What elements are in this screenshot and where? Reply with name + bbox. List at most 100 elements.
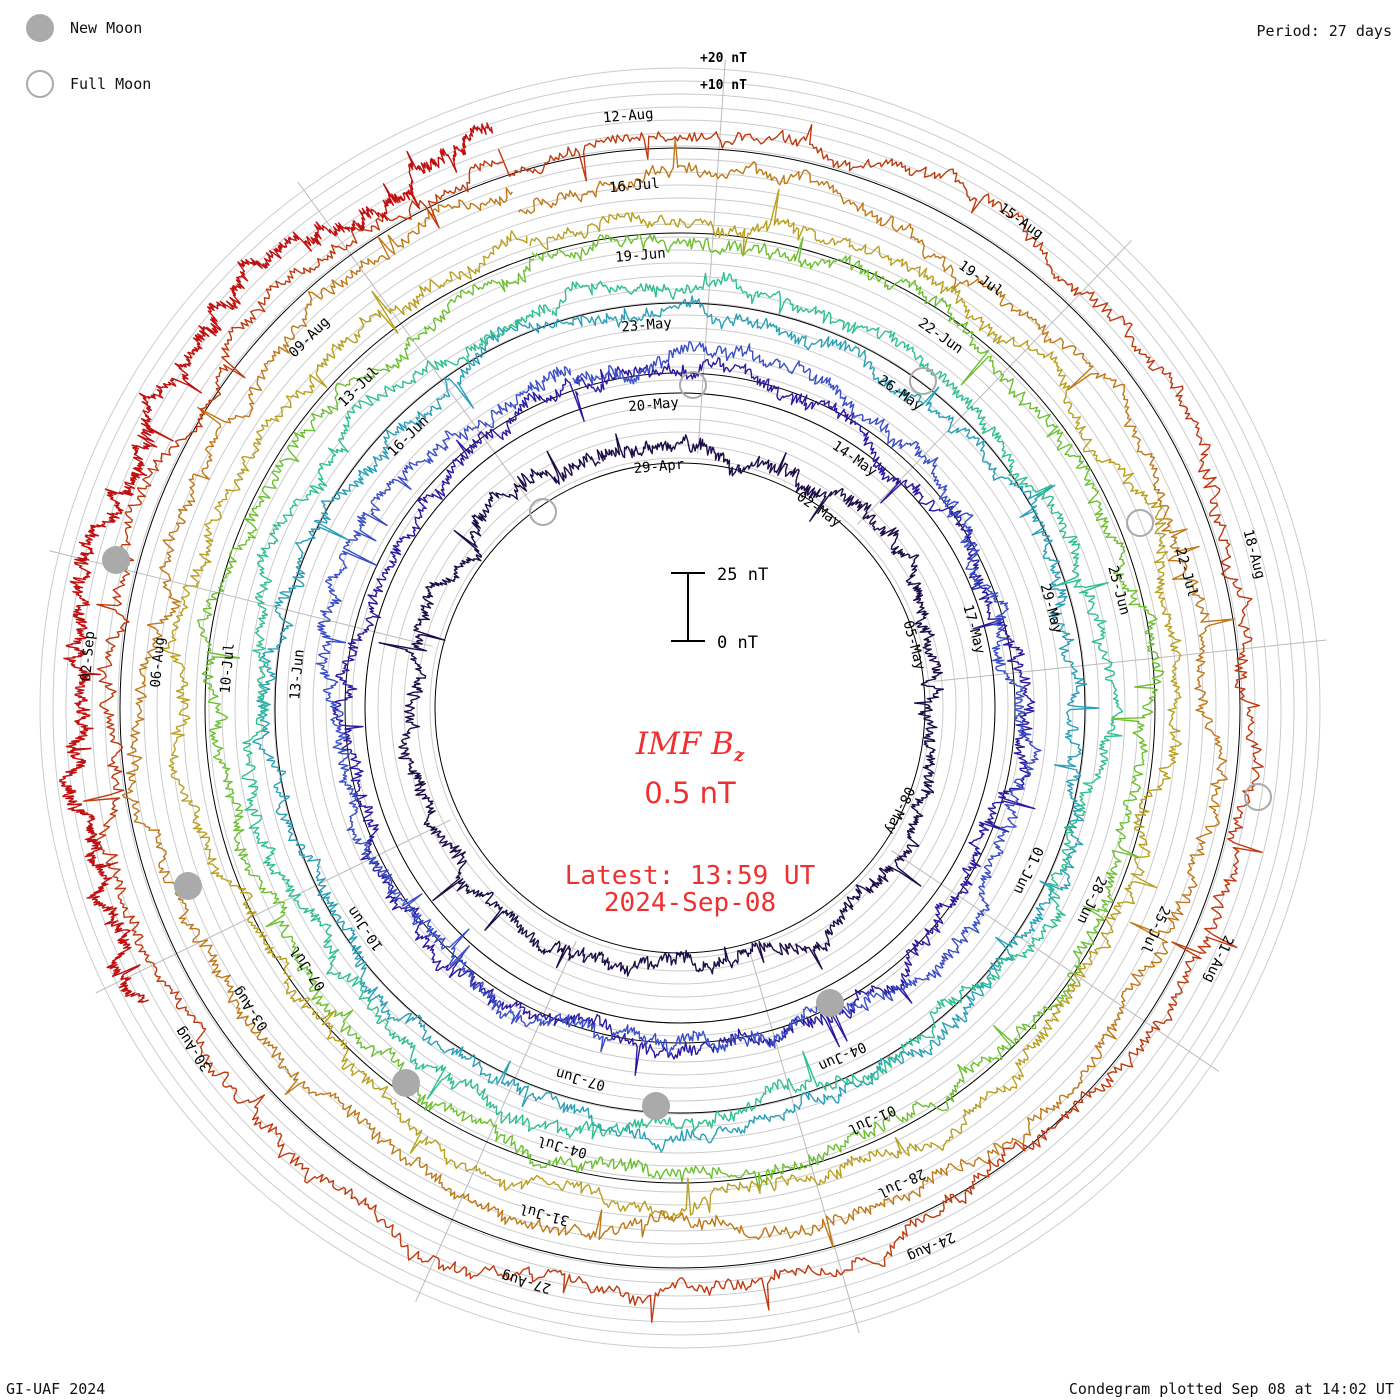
latest-date: 2024-Sep-08 [603, 888, 777, 918]
day-spoke [856, 240, 1132, 525]
imf-title-sub: z [733, 745, 745, 767]
date-label: 13-Jun [287, 649, 307, 701]
series-line-4 [241, 271, 1124, 1140]
grid-ring [260, 288, 1100, 1128]
date-label: 04-Jun [816, 1038, 869, 1074]
imf-title-main: IMF B [635, 726, 734, 762]
grid-ring [286, 314, 1074, 1102]
series-baseline [364, 392, 996, 1024]
grid-ring [429, 457, 931, 959]
grid-ring [143, 171, 1217, 1245]
series-line-1 [332, 357, 1036, 1076]
grid-ring [364, 392, 996, 1024]
series-line-2 [315, 341, 1042, 1056]
grid-ring [182, 210, 1178, 1206]
grid-ring [273, 301, 1087, 1115]
full-moon-marker [1126, 509, 1154, 537]
grid-ring [299, 327, 1061, 1089]
scale-bar: 25 nT 0 nT [671, 565, 768, 653]
day-spoke [933, 639, 1327, 682]
full-moon-marker [909, 367, 937, 395]
scale-bar-bottom-label: 0 nT [717, 633, 758, 653]
date-label: 16-Jul [608, 176, 660, 196]
grid-ring [390, 418, 970, 998]
series-layer [59, 122, 1264, 1324]
day-spoke [891, 850, 1220, 1072]
legend-new-moon: New Moon [26, 14, 142, 42]
full-moon-icon [26, 70, 54, 98]
grid-ring [104, 132, 1256, 1284]
date-label: 18-Aug [1239, 528, 1268, 581]
new-moon-icon [26, 14, 54, 42]
outer-scale-label-20: +20 nT [700, 51, 747, 66]
grid-ring [52, 80, 1308, 1336]
day-spoke [95, 819, 452, 994]
grid-ring [130, 158, 1230, 1258]
date-label: 19-Jun [615, 246, 667, 266]
grid-rings [39, 67, 1321, 1349]
date-label: 01-Jun [1010, 844, 1046, 897]
outer-scale-label-10: +10 nT [700, 78, 747, 93]
baseline-rings [119, 147, 1241, 1269]
grid-ring [39, 67, 1321, 1349]
day-spoke [749, 952, 860, 1333]
date-label: 27-Aug [500, 1267, 553, 1296]
series-baseline [204, 232, 1156, 1184]
imf-title: IMF Bz [540, 726, 840, 766]
moon-markers [102, 367, 1272, 1120]
grid-ring [377, 405, 983, 1011]
grid-ring [234, 262, 1126, 1154]
plotted-timestamp: Condegram plotted Sep 08 at 14:02 UT [1068, 1380, 1394, 1398]
date-label: 23-May [621, 315, 673, 335]
day-spoke [697, 59, 726, 454]
series-line-3 [252, 295, 1100, 1153]
series-baseline [274, 302, 1086, 1114]
date-label: 04-Jul [536, 1132, 589, 1161]
date-label: 07-Jun [554, 1065, 607, 1094]
series-baseline [119, 147, 1241, 1269]
grid-ring [221, 249, 1139, 1167]
credit-label: GI-UAF 2024 [6, 1380, 106, 1398]
legend-new-moon-label: New Moon [70, 19, 143, 37]
series-line-0 [378, 433, 945, 977]
series-line-5 [196, 233, 1165, 1195]
date-label: 15-Aug [995, 200, 1046, 242]
new-moon-marker [816, 989, 844, 1017]
day-spoke [297, 181, 531, 502]
series-line-6 [160, 188, 1183, 1221]
date-label: 16-Jun [385, 413, 432, 460]
date-label: 30-Aug [172, 1023, 214, 1074]
full-moon-marker [1244, 783, 1272, 811]
imf-value: 0.5 nT [644, 776, 736, 810]
grid-ring [208, 236, 1152, 1180]
grid-ring [416, 444, 944, 972]
grid-ring [117, 145, 1243, 1271]
legend-full-moon-label: Full Moon [70, 75, 152, 93]
grid-ring [195, 223, 1165, 1193]
full-moon-marker [679, 371, 707, 399]
new-moon-marker [102, 546, 130, 574]
series-baseline [344, 372, 1016, 1044]
series-line-9 [59, 122, 494, 1003]
new-moon-marker [642, 1092, 670, 1120]
date-label: 02-Sep [78, 630, 98, 682]
series-line-8 [82, 123, 1264, 1324]
full-moon-marker [529, 498, 557, 526]
series-line-7 [121, 137, 1236, 1248]
day-spoke [415, 940, 577, 1303]
date-label: 10-Jul [218, 643, 238, 695]
date-label: 20-May [628, 395, 680, 415]
scale-bar-top-label: 25 nT [717, 565, 768, 585]
latest-time: Latest: 13:59 UT [564, 861, 816, 891]
legend-full-moon: Full Moon [26, 70, 151, 98]
period-label: Period: 27 days [1256, 22, 1392, 40]
new-moon-marker [174, 872, 202, 900]
grid-ring [403, 431, 957, 985]
date-label: 29-Apr [633, 457, 685, 477]
grid-ring [169, 197, 1191, 1219]
grid-ring [91, 119, 1269, 1297]
outer-scale-labels: +20 nT +10 nT [700, 51, 747, 93]
grid-ring [65, 93, 1295, 1323]
date-label: 12-Aug [602, 106, 654, 126]
